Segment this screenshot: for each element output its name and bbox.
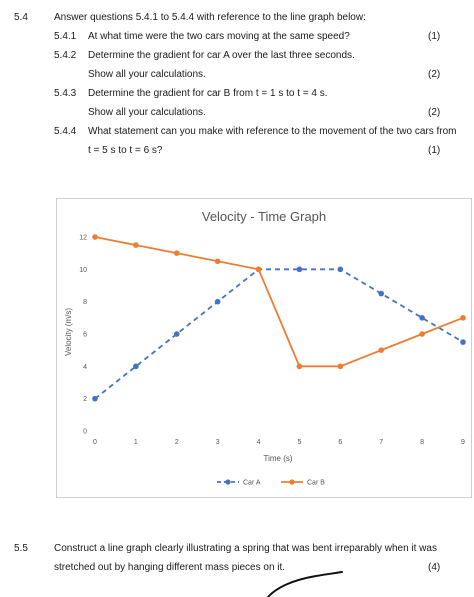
x-tick-label: 2 bbox=[175, 439, 179, 446]
car-b-legend-marker bbox=[289, 479, 295, 485]
question-5-4-1-number: 5.4.1 bbox=[54, 31, 77, 42]
chart-title: Velocity - Time Graph bbox=[202, 209, 326, 224]
question-5-5-text-line2: stretched out by hanging different mass … bbox=[54, 562, 286, 573]
question-5-4-3-number: 5.4.3 bbox=[54, 88, 77, 99]
car-b-point bbox=[419, 331, 425, 337]
question-5-4-4-text: What statement can you make with referen… bbox=[88, 126, 457, 137]
car-b-point bbox=[133, 242, 139, 248]
x-tick-label: 4 bbox=[257, 439, 261, 446]
question-5-4-4-number: 5.4.4 bbox=[54, 126, 77, 137]
question-5-4-4-continuation: t = 5 s to t = 6 s? bbox=[88, 145, 163, 156]
car-a-point bbox=[133, 363, 139, 370]
question-5-4-3-marks: (2) bbox=[428, 107, 441, 118]
y-tick-label: 4 bbox=[83, 364, 87, 371]
x-tick-label: 1 bbox=[134, 439, 138, 446]
question-5-4-2-text: Determine the gradient for car A over th… bbox=[88, 50, 355, 61]
x-tick-label: 9 bbox=[461, 439, 465, 446]
question-5-4-1-text: At what time were the two cars moving at… bbox=[88, 31, 350, 42]
car-b-point bbox=[92, 234, 98, 240]
car-b-legend-label: Car B bbox=[307, 480, 325, 487]
question-5-4-1-marks: (1) bbox=[428, 31, 441, 42]
car-b-point bbox=[460, 315, 466, 321]
x-tick-label: 6 bbox=[338, 439, 342, 446]
car-a-point bbox=[296, 266, 303, 273]
y-axis-label: Velocity (m/s) bbox=[64, 308, 73, 356]
question-5-4-3-instruction: Show all your calculations. bbox=[88, 107, 206, 118]
question-5-5-number: 5.5 bbox=[14, 543, 28, 554]
y-tick-label: 8 bbox=[83, 299, 87, 306]
y-tick-label: 10 bbox=[79, 267, 87, 274]
question-5-4-4-marks: (1) bbox=[428, 145, 441, 156]
chart-series bbox=[92, 234, 466, 402]
car-b-line bbox=[94, 236, 464, 368]
car-a-legend-marker bbox=[225, 479, 231, 485]
y-tick-label: 0 bbox=[83, 429, 87, 436]
car-b-point bbox=[255, 266, 262, 273]
question-5-5-text-line1: Construct a line graph clearly illustrat… bbox=[54, 543, 437, 554]
car-b-point bbox=[214, 258, 221, 265]
x-tick-label: 0 bbox=[93, 439, 97, 446]
x-tick-label: 5 bbox=[297, 439, 301, 446]
question-5-4-text: Answer questions 5.4.1 to 5.4.4 with ref… bbox=[54, 12, 366, 23]
question-5-4-number: 5.4 bbox=[14, 12, 28, 23]
car-a-point bbox=[460, 339, 466, 345]
car-a-point bbox=[173, 331, 180, 337]
car-b-point bbox=[296, 363, 303, 370]
question-5-4-2-instruction: Show all your calculations. bbox=[88, 69, 206, 80]
velocity-time-chart: Velocity - Time Graph Velocity (m/s) Tim… bbox=[56, 198, 472, 498]
question-5-4-2-number: 5.4.2 bbox=[54, 50, 77, 61]
car-a-point bbox=[337, 266, 344, 273]
car-a-point bbox=[214, 298, 221, 305]
car-a-point bbox=[92, 395, 98, 402]
x-tick-label: 8 bbox=[420, 439, 424, 446]
car-a-point bbox=[378, 290, 385, 297]
y-tick-label: 12 bbox=[79, 235, 87, 242]
x-tick-label: 7 bbox=[379, 439, 383, 446]
car-b-point bbox=[173, 250, 180, 256]
y-tick-label: 6 bbox=[83, 332, 87, 339]
x-axis-label: Time (s) bbox=[263, 454, 292, 463]
chart-svg: Velocity - Time Graph Velocity (m/s) Tim… bbox=[64, 209, 466, 487]
chart-legend: Car A Car B bbox=[217, 479, 325, 487]
y-tick-label: 2 bbox=[83, 396, 87, 403]
car-a-point bbox=[419, 315, 425, 321]
question-5-4-2-marks: (2) bbox=[428, 69, 441, 80]
car-a-legend-label: Car A bbox=[243, 480, 261, 487]
x-tick-label: 3 bbox=[216, 439, 220, 446]
car-b-point bbox=[337, 363, 344, 370]
car-a-line bbox=[94, 268, 464, 400]
question-5-5-marks: (4) bbox=[428, 562, 441, 573]
car-b-point bbox=[378, 347, 385, 353]
question-5-4-3-text: Determine the gradient for car B from t … bbox=[88, 88, 328, 99]
